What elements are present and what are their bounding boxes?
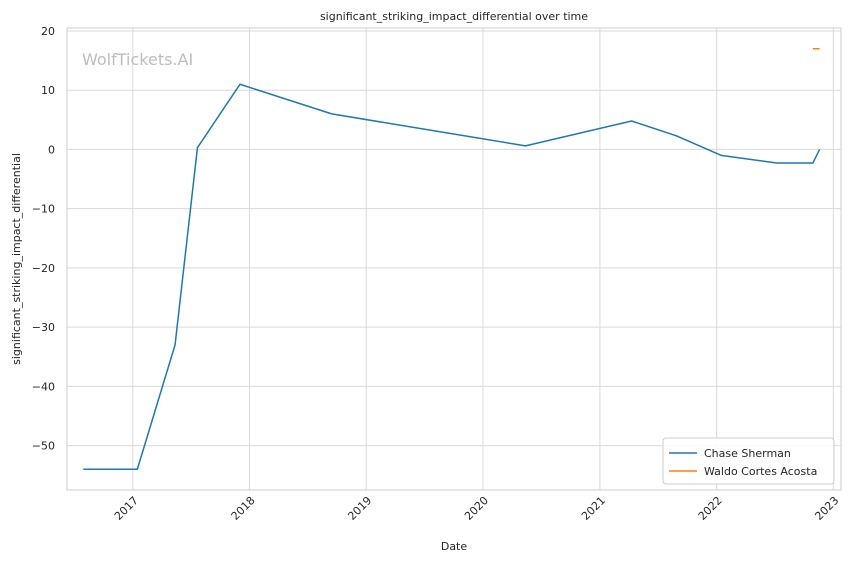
legend-label: Chase Sherman (704, 447, 791, 460)
y-tick-label: −10 (32, 203, 55, 216)
y-tick-label: 20 (41, 25, 55, 38)
watermark-text: WolfTickets.AI (82, 50, 193, 69)
chart-title: significant_striking_impact_differential… (320, 10, 588, 23)
series-lines (83, 47, 821, 471)
legend-label: Waldo Cortes Acosta (704, 465, 817, 478)
series-line (83, 83, 821, 471)
plot-frame (66, 27, 842, 491)
y-tick-label: −20 (32, 262, 55, 275)
y-tick-label: 10 (41, 84, 55, 97)
legend: Chase Sherman Waldo Cortes Acosta (662, 437, 835, 485)
y-tick-label: 0 (48, 143, 55, 156)
x-axis-title: Date (441, 540, 468, 553)
y-tick-label: −40 (32, 380, 55, 393)
y-tick-label: −50 (32, 440, 55, 453)
y-tick-label: −30 (32, 321, 55, 334)
legend-box (662, 437, 835, 485)
gridlines (67, 28, 841, 490)
y-axis-title: significant_striking_impact_differential (10, 153, 23, 365)
